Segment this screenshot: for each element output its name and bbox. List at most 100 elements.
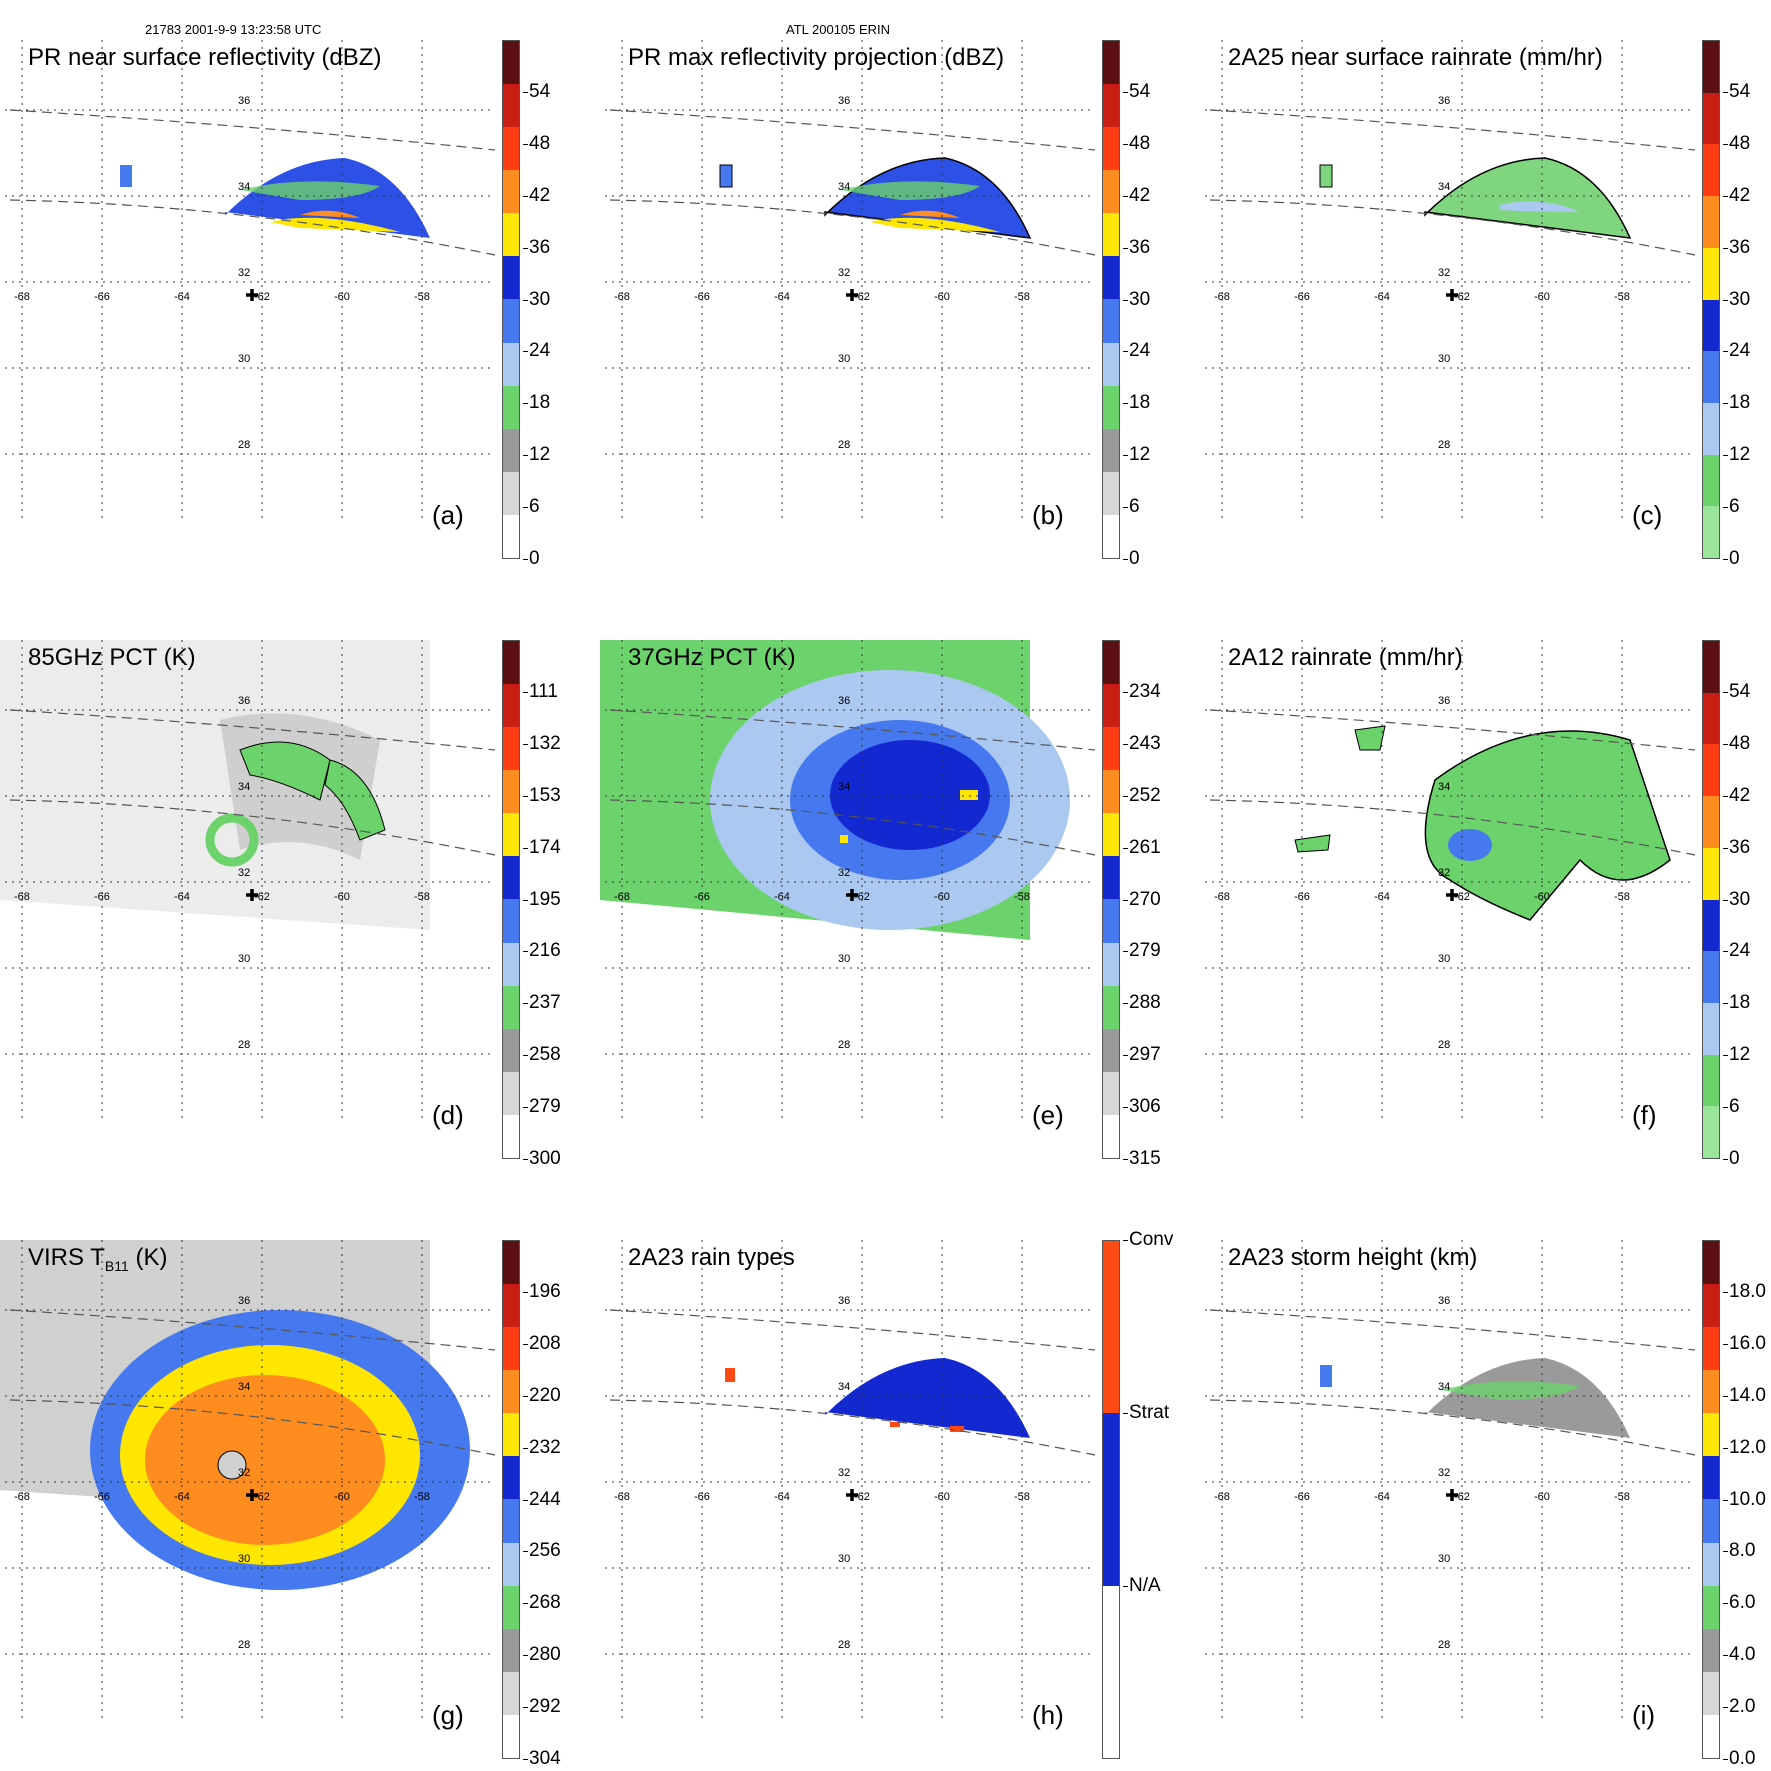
longitude-label: -66 — [1294, 291, 1310, 303]
colorbar-tick-label: 30 — [522, 288, 551, 310]
isolated-cell — [1294, 834, 1331, 853]
colorbar-segment — [1103, 471, 1119, 515]
swath-edge-line — [1209, 709, 1696, 751]
colorbar-segment — [1103, 942, 1119, 986]
colorbar-segment — [503, 1284, 519, 1328]
panel-letter: (e) — [1032, 1100, 1064, 1130]
panel-title: 2A23 storm height (km) — [1228, 1244, 1478, 1271]
colorbar-segment — [503, 727, 519, 771]
rain-area-edge — [240, 181, 380, 200]
colorbar-tick-label: 195 — [523, 888, 561, 910]
colorbar-segment — [1703, 1054, 1719, 1107]
panel-h: -68-66-64-62-60-583634323028262A23 rain … — [600, 1200, 1173, 1759]
longitude-label: -64 — [1374, 891, 1390, 903]
latitude-label: 30 — [1438, 953, 1450, 965]
colorbar-segment — [503, 385, 519, 429]
colorbar — [1102, 40, 1120, 559]
colorbar-segment — [503, 1714, 519, 1758]
latitude-label: 34 — [238, 181, 250, 193]
colorbar-tick-label: 42 — [522, 184, 551, 206]
colorbar-tick-label: 30 — [1722, 888, 1751, 910]
colorbar-segment — [1103, 1413, 1119, 1586]
latitude-label: 28 — [238, 1039, 250, 1051]
colorbar-segment — [503, 213, 519, 257]
colorbar-tick-label: Strat — [1122, 1401, 1170, 1423]
colorbar-tick-label: 0 — [1723, 548, 1740, 569]
isolated-cell — [719, 164, 733, 188]
colorbar-segment — [1703, 1241, 1719, 1285]
colorbar — [502, 1240, 520, 1759]
panel-title: PR max reflectivity projection (dBZ) — [628, 44, 1005, 71]
storm-center-marker — [246, 289, 258, 301]
swath-edge-line — [9, 1309, 496, 1351]
latitude-label: 32 — [1438, 1467, 1450, 1479]
colorbar-tick-label: 24 — [1122, 340, 1151, 362]
latitude-label: 36 — [238, 1295, 250, 1307]
colorbar — [1702, 640, 1720, 1159]
colorbar-segment — [1703, 641, 1719, 693]
panel-f: -68-66-64-62-60-583634323028262A12 rainr… — [1200, 600, 1750, 1169]
colorbar-tick-label: 258 — [523, 1044, 561, 1066]
colorbar-tick-label: 8.0 — [1722, 1540, 1756, 1562]
colorbar-tick-label: 174 — [523, 836, 561, 858]
colorbar-tick-label: 0 — [1723, 1148, 1740, 1169]
colorbar — [1102, 1240, 1120, 1759]
latitude-label: 34 — [238, 781, 250, 793]
colorbar-segment — [503, 1585, 519, 1629]
swath-edge-line — [1209, 1399, 1696, 1456]
latitude-label: 34 — [838, 781, 850, 793]
map-b: -68-66-64-62-60-58363432302826 — [605, 40, 1096, 520]
convective-pixels — [950, 1426, 964, 1432]
colorbar-segment — [503, 41, 519, 85]
longitude-label: -68 — [1214, 891, 1230, 903]
colorbar-segment — [1703, 692, 1719, 745]
colorbar-segment — [503, 1370, 519, 1414]
swath-edge-line — [609, 1309, 1096, 1351]
colorbar-labels: 111 132 153 174 195 216 237 258 279 300 — [523, 640, 585, 1169]
colorbar-segment — [1703, 1628, 1719, 1672]
colorbar-tick-label: 18 — [1722, 992, 1751, 1014]
colorbar-labels: 18.0 16.0 14.0 12.0 10.0 8.0 6.0 4.0 2.0 0.0 — [1722, 1240, 1771, 1769]
colorbar-segment — [503, 342, 519, 386]
colorbar-segment — [1703, 1714, 1719, 1758]
colorbar-tick-label: 111 — [523, 680, 558, 702]
swath-edge-line — [1209, 1309, 1696, 1351]
colorbar-tick-label: 292 — [523, 1696, 561, 1718]
colorbar-segment — [1103, 428, 1119, 472]
panel-title-unit: (K) — [128, 1244, 168, 1271]
colorbar-tick-label: 243 — [1123, 732, 1161, 754]
colorbar-segment — [1103, 1241, 1119, 1414]
colorbar — [1702, 1240, 1720, 1759]
colorbar-segment — [1703, 351, 1719, 403]
latitude-label: 36 — [838, 695, 850, 707]
longitude-label: -60 — [1534, 291, 1550, 303]
isolated-cell — [1320, 1365, 1332, 1387]
colorbar-tick-label: 0 — [1123, 548, 1140, 569]
longitude-label: -62 — [254, 891, 270, 903]
longitude-label: -58 — [1614, 1491, 1630, 1503]
colorbar-labels: 54 48 42 36 30 24 18 12 6 0 — [1722, 40, 1771, 569]
colorbar-tick-label: 232 — [523, 1436, 561, 1458]
panel-title: 37GHz PCT (K) — [628, 644, 796, 671]
panel-title-main: VIRS T — [28, 1244, 105, 1271]
colorbar-labels: 54 48 42 36 30 24 18 12 6 0 — [1722, 640, 1771, 1169]
latitude-label: 30 — [838, 953, 850, 965]
colorbar-segment — [1703, 1585, 1719, 1629]
colorbar-segment — [503, 813, 519, 857]
map-d: -68-66-64-62-60-58363432302826 — [0, 640, 496, 1120]
latitude-label: 28 — [838, 1639, 850, 1651]
colorbar-segment — [1703, 247, 1719, 300]
colorbar-tick-label: 270 — [1123, 888, 1161, 910]
colorbar-tick-label: 300 — [523, 1148, 561, 1169]
colorbar-segment — [1703, 1284, 1719, 1328]
colorbar-segment — [1103, 1114, 1119, 1158]
colorbar-tick-label: N/A — [1123, 1575, 1161, 1597]
swath-edge-line — [609, 799, 1096, 856]
colorbar-segment — [503, 428, 519, 472]
longitude-label: -60 — [334, 291, 350, 303]
colorbar-tick-label: 0.0 — [1722, 1748, 1756, 1769]
panel-g: -68-66-64-62-60-58363432302826VIRS TB11 … — [0, 1200, 561, 1769]
latitude-label: 28 — [1438, 439, 1450, 451]
colorbar-segment — [503, 1542, 519, 1586]
colorbar-tick-label: 36 — [1722, 836, 1751, 858]
